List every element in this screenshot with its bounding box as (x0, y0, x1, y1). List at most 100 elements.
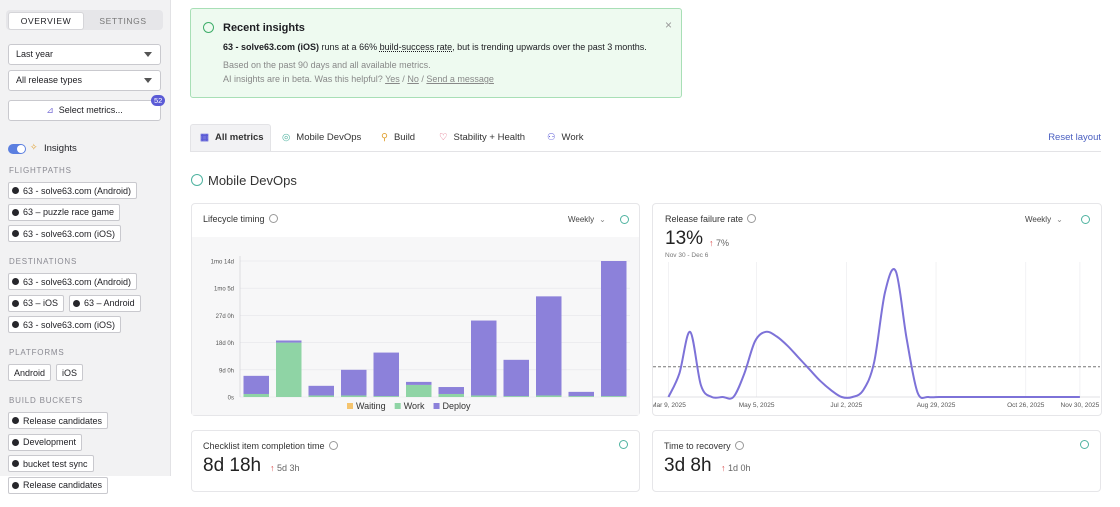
tab-label: SETTINGS (99, 16, 147, 26)
bar-segment (438, 387, 464, 394)
chip[interactable]: 63 - solve63.com (iOS) (8, 316, 122, 333)
link[interactable]: Send a message (426, 74, 494, 84)
chip[interactable]: Development (8, 433, 83, 451)
card-title: Checklist item completion time (203, 441, 338, 451)
chip[interactable]: bucket test sync (8, 455, 94, 472)
chip-label: 63 - solve63.com (Android) (23, 185, 132, 196)
period: Nov 30 - Dec 6 (665, 252, 709, 259)
chip[interactable]: Android (8, 364, 52, 381)
sep: / (402, 74, 405, 84)
chip-icon (12, 460, 19, 467)
bar-segment (568, 396, 594, 397)
active-tab[interactable] (190, 124, 271, 152)
badge: 52 (151, 95, 166, 106)
chip[interactable]: 63 – puzzle race game (8, 203, 121, 221)
y-tick-label: 1mo 14d (211, 260, 234, 266)
metric-tab[interactable]: ⚲ Build (381, 132, 415, 143)
bar-segment (471, 395, 497, 397)
card-failure-rate: Release failure rate Weekly 13% ↑ 7% Nov… (652, 203, 1102, 416)
chip-label: 63 - solve63.com (iOS) (23, 319, 116, 330)
link[interactable]: build-success rate (379, 42, 453, 52)
bar-segment (406, 381, 432, 385)
toggle[interactable] (8, 144, 26, 154)
chip-label: 63 - solve63.com (Android) (23, 276, 132, 287)
interval-dropdown[interactable]: Weekly (1025, 215, 1063, 224)
bar-chart: 0s 9d 0h 18d 0h 27d 0h 1mo 5d 1mo 14d Waiting W… (211, 256, 630, 411)
bar-segment (601, 261, 627, 397)
icon (747, 214, 757, 223)
feedback: AI insights are in beta. Was this helpfu… (223, 74, 494, 84)
interval-dropdown[interactable]: Weekly (568, 215, 606, 224)
insight-text: 63 - solve63.com (iOS) runs at a 66% bui… (223, 42, 647, 52)
bar-segment (308, 385, 334, 396)
link[interactable]: No (407, 74, 419, 84)
headline: 13% (665, 228, 704, 249)
metric-tab[interactable]: ◎ Mobile DevOps (282, 132, 361, 143)
metric-tab[interactable]: ♡ Stability + Health (439, 132, 525, 143)
card-value: 3d 8h (664, 455, 712, 476)
tab-overview[interactable]: OVERVIEW (8, 12, 84, 30)
bar-segment (438, 393, 464, 397)
change: ↑ 7% (709, 238, 729, 248)
insight-app: 63 - solve63.com (iOS) (223, 42, 320, 52)
reset-layout[interactable]: Reset layout (1048, 132, 1101, 143)
date-filter[interactable]: Last year (8, 44, 161, 65)
legend-swatch (347, 403, 353, 409)
card-title: Lifecycle timing (203, 214, 278, 224)
icon: ⊿ (46, 105, 54, 115)
title: Checklist item completion time (203, 441, 325, 451)
chip-label: 63 – iOS (23, 298, 59, 308)
chip[interactable]: Release candidates (8, 476, 109, 494)
bar-segment (373, 352, 399, 397)
metric-tab[interactable]: ⚇ Work (547, 132, 584, 143)
icon: ✧ (30, 142, 38, 152)
button-label: Select metrics... (58, 105, 123, 115)
release-filter[interactable]: All release types (8, 70, 161, 91)
sep: / (421, 74, 424, 84)
icon: ⚲ (381, 132, 388, 143)
legend-label: Waiting (356, 401, 386, 411)
chip[interactable]: 63 - solve63.com (Android) (8, 273, 138, 290)
chip[interactable]: iOS (56, 364, 84, 381)
change-value: 1d 0h (728, 463, 751, 473)
tab-settings[interactable]: SETTINGS (86, 12, 160, 30)
group-title: BUILD BUCKETS (9, 396, 83, 405)
link[interactable]: Yes (385, 74, 400, 84)
metric-card: Time to recovery 3d 8h ↑ 1d 0h (652, 430, 1101, 492)
text: , but is trending upwards over the past … (452, 42, 647, 52)
page: OVERVIEW SETTINGS Last year All release … (0, 0, 1120, 476)
y-tick-label: 18d 0h (216, 341, 234, 347)
chip-list: 63 - solve63.com (Android) 63 – iOS 63 – A… (8, 273, 166, 333)
x-tick-label: Nov 30, 2025 (1061, 402, 1100, 409)
insight-box: Recent insights × 63 - solve63.com (iOS)… (190, 8, 682, 98)
chip[interactable]: 63 – iOS (8, 294, 65, 312)
tab-label: OVERVIEW (20, 16, 72, 26)
select-metrics-button[interactable]: ⊿ Select metrics... (8, 100, 161, 121)
tab-label: All metrics (214, 132, 264, 143)
bar-segment (276, 340, 302, 343)
icon (620, 215, 629, 224)
chip[interactable]: 63 - solve63.com (iOS) (8, 225, 122, 242)
x-tick-label: Jul 2, 2025 (830, 402, 862, 409)
y-tick-label: 27d 0h (216, 314, 234, 320)
chip-list: Release candidates Development bucket test… (8, 412, 166, 494)
chip[interactable]: 63 - solve63.com (Android) (8, 182, 138, 199)
bar-segment (276, 342, 302, 397)
metric-tab[interactable]: ▦ All metrics (200, 132, 264, 143)
chip-label: 63 – Android (84, 298, 135, 308)
chip-label: Release candidates (23, 480, 103, 490)
group-title: DESTINATIONS (9, 257, 78, 266)
group-title: PLATFORMS (9, 348, 65, 357)
y-tick-label: 0s (228, 396, 234, 402)
chip[interactable]: 63 – Android (69, 294, 141, 312)
x-tick-label: Mar 9, 2025 (653, 402, 686, 409)
card-title: Release failure rate (665, 214, 757, 224)
close-button[interactable]: × (665, 18, 673, 32)
tab-label: Work (561, 132, 584, 143)
chip-label: bucket test sync (23, 458, 88, 469)
chip[interactable]: Release candidates (8, 412, 109, 429)
legend-swatch (433, 403, 440, 409)
tab-label: Stability + Health (453, 132, 526, 143)
metric-card: Checklist item completion time 8d 18h ↑ 5d… (191, 430, 640, 492)
icon (328, 441, 338, 450)
